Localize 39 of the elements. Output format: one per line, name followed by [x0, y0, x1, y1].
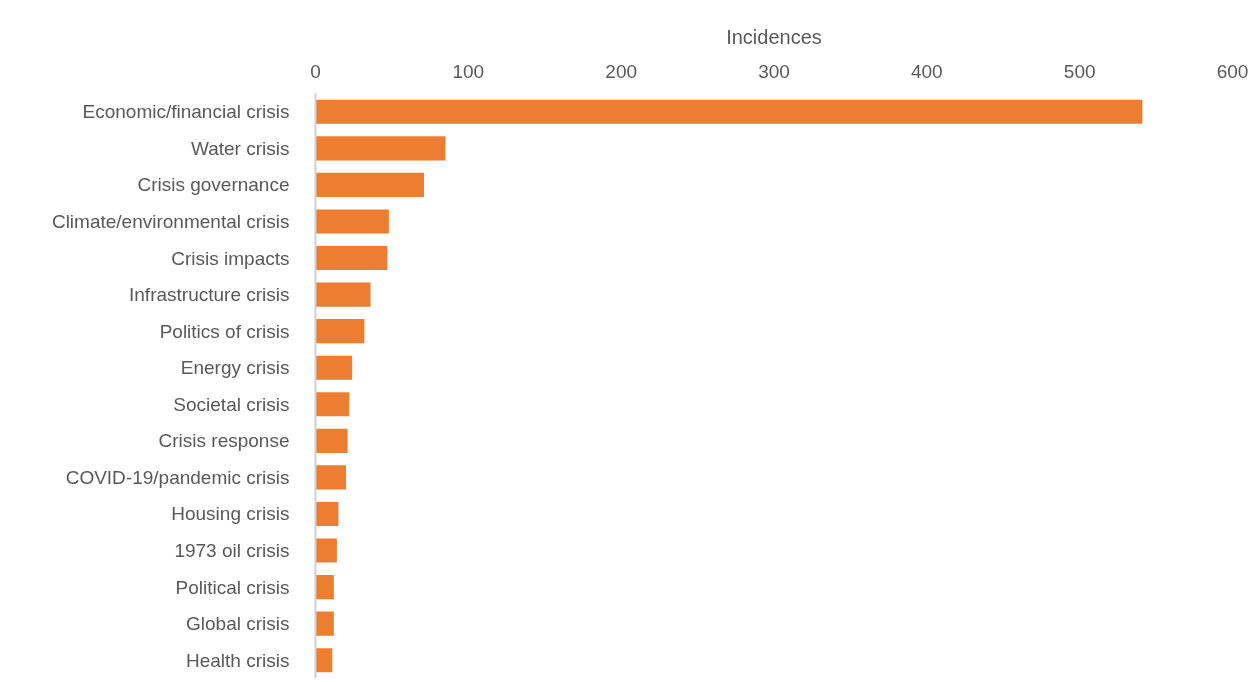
- bar: [315, 319, 365, 344]
- y-tick-label: Crisis governance: [137, 174, 290, 196]
- y-tick-label: Economic/financial crisis: [82, 101, 290, 123]
- bar: [315, 355, 353, 380]
- y-tick-label: Societal crisis: [173, 393, 290, 415]
- x-tick-label: 0: [310, 60, 321, 82]
- y-tick-label: Housing crisis: [171, 503, 290, 525]
- y-tick-label: Global crisis: [186, 613, 290, 635]
- bar: [315, 392, 350, 417]
- y-tick-label: Health crisis: [186, 649, 290, 671]
- y-tick-label: Energy crisis: [180, 357, 290, 379]
- x-axis-title: Incidences: [726, 25, 822, 48]
- bar: [315, 501, 339, 527]
- y-tick-label: Climate/environmental crisis: [51, 210, 290, 232]
- y-tick-label: Crisis impacts: [171, 247, 290, 269]
- y-tick-label: Infrastructure crisis: [129, 284, 290, 306]
- y-tick-label: 1973 oil crisis: [174, 540, 290, 562]
- bar: [315, 428, 348, 453]
- bar: [315, 282, 371, 307]
- x-tick-label: 400: [910, 60, 943, 82]
- bar: [315, 172, 425, 197]
- y-tick-label: Water crisis: [190, 137, 290, 159]
- y-tick-label: Politics of crisis: [159, 320, 290, 342]
- bar: [315, 575, 334, 600]
- x-tick-label: 600: [1216, 60, 1249, 82]
- bar: [315, 136, 446, 161]
- y-tick-label: COVID-19/pandemic crisis: [65, 466, 290, 488]
- bar: [315, 99, 1143, 124]
- y-tick-label: Crisis response: [158, 430, 290, 452]
- bar: [315, 245, 388, 271]
- x-tick-label: 200: [605, 60, 638, 82]
- bar: [315, 538, 337, 563]
- x-tick-label: 300: [758, 60, 790, 82]
- x-tick-label: 100: [452, 60, 485, 82]
- bar: [315, 465, 347, 490]
- x-tick-label: 500: [1063, 60, 1096, 82]
- bar: [315, 209, 389, 234]
- bar: [315, 611, 334, 636]
- y-tick-label: Political crisis: [175, 576, 290, 598]
